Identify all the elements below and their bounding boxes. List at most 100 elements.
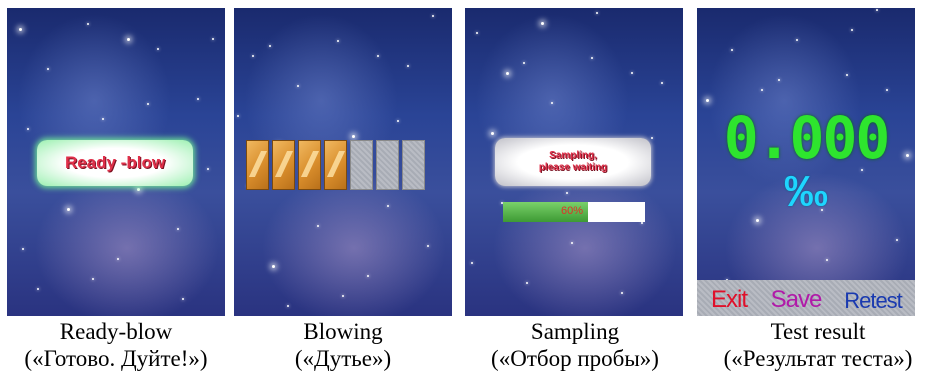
star-decoration <box>506 72 509 75</box>
star-decoration <box>27 128 29 130</box>
caption-en: Test result <box>770 319 866 344</box>
screen-test-result: 0.000 ‰ Exit Save Retest <box>697 8 915 316</box>
blow-block-empty <box>350 140 373 190</box>
star-decoration <box>541 22 544 25</box>
exit-button[interactable]: Exit <box>710 286 748 313</box>
star-decoration <box>661 82 663 84</box>
star-decoration <box>731 49 733 51</box>
star-decoration <box>427 245 429 247</box>
caption-en: Ready-blow <box>59 319 173 344</box>
sampling-status-line-1: Sampling, <box>549 150 597 161</box>
star-decoration <box>297 85 299 87</box>
star-decoration <box>651 137 653 139</box>
star-decoration <box>272 265 275 268</box>
star-decoration <box>551 102 553 104</box>
star-decoration <box>182 298 184 300</box>
star-decoration <box>147 103 149 105</box>
star-decoration <box>287 305 289 307</box>
star-decoration <box>342 295 344 297</box>
star-decoration <box>252 55 254 57</box>
star-decoration <box>197 98 199 100</box>
save-button[interactable]: Save <box>770 286 823 313</box>
blow-progress-blocks <box>246 140 425 190</box>
star-decoration <box>591 57 593 59</box>
star-decoration <box>876 9 878 11</box>
caption-sampling: Sampling («Отбор пробы») <box>455 318 695 372</box>
star-decoration <box>861 169 863 171</box>
blow-block-empty <box>376 140 399 190</box>
star-decoration <box>47 68 49 70</box>
result-value: 0.000 <box>723 104 891 172</box>
star-decoration <box>317 225 319 227</box>
star-decoration <box>566 192 568 194</box>
star-decoration <box>571 242 573 244</box>
blow-block-filled <box>272 140 295 190</box>
caption-blowing: Blowing («Дутье») <box>230 318 456 372</box>
star-decoration <box>212 38 214 40</box>
star-decoration <box>177 228 179 230</box>
star-decoration <box>127 38 130 41</box>
caption-ru: («Отбор пробы») <box>491 346 659 371</box>
star-decoration <box>886 89 888 91</box>
star-decoration <box>19 28 22 31</box>
blow-block-filled <box>246 140 269 190</box>
star-decoration <box>137 188 140 191</box>
star-decoration <box>761 89 763 91</box>
sampling-status-badge: Sampling, please waiting <box>495 138 651 186</box>
ready-blow-badge: Ready -blow <box>37 140 193 186</box>
star-decoration <box>846 74 848 76</box>
star-decoration <box>476 32 478 34</box>
star-decoration <box>352 135 355 138</box>
screen-blowing <box>234 8 452 316</box>
star-decoration <box>706 99 709 102</box>
star-decoration <box>756 219 759 222</box>
star-decoration <box>491 132 494 135</box>
star-decoration <box>102 118 104 120</box>
caption-ru: («Дутье») <box>294 346 392 371</box>
star-decoration <box>501 202 503 204</box>
caption-ready-blow: Ready-blow («Готово. Дуйте!») <box>7 318 225 372</box>
retest-button[interactable]: Retest <box>844 288 903 313</box>
ready-blow-text: Ready -blow <box>64 153 166 172</box>
sampling-progress-label: 60% <box>561 205 584 217</box>
star-decoration <box>377 55 379 57</box>
result-unit-permille: ‰ <box>784 167 828 216</box>
sampling-progress-bar: 60% <box>503 202 645 222</box>
star-decoration <box>821 209 823 211</box>
star-decoration <box>387 205 389 207</box>
star-decoration <box>778 79 780 81</box>
star-decoration <box>117 258 119 260</box>
star-decoration <box>471 262 473 264</box>
star-decoration <box>269 45 271 47</box>
star-decoration <box>851 29 853 31</box>
star-decoration <box>432 15 434 17</box>
caption-ru: («Готово. Дуйте!») <box>24 346 208 371</box>
result-action-bar: Exit Save Retest <box>697 280 915 316</box>
star-decoration <box>596 12 598 14</box>
sampling-progress-fill <box>503 202 589 222</box>
star-decoration <box>621 292 623 294</box>
screen-sampling: Sampling, please waiting 60% <box>465 8 683 316</box>
star-decoration <box>367 275 369 277</box>
star-decoration <box>826 259 828 261</box>
star-decoration <box>207 168 209 170</box>
star-decoration <box>407 65 409 67</box>
star-decoration <box>896 239 898 241</box>
sampling-status-line-2: please waiting <box>538 162 608 173</box>
star-decoration <box>397 120 399 122</box>
star-decoration <box>22 248 24 250</box>
star-decoration <box>906 154 909 157</box>
star-decoration <box>157 48 159 50</box>
caption-test-result: Test result («Результат теста») <box>690 318 946 372</box>
star-decoration <box>67 208 70 211</box>
star-decoration <box>631 72 633 74</box>
star-decoration <box>746 149 748 151</box>
blow-block-filled <box>324 140 347 190</box>
blow-block-filled <box>298 140 321 190</box>
star-decoration <box>37 288 39 290</box>
star-decoration <box>237 115 239 117</box>
caption-en: Sampling <box>530 319 620 344</box>
star-decoration <box>526 282 528 284</box>
star-decoration <box>806 119 808 121</box>
caption-ru: («Результат теста») <box>723 346 913 371</box>
